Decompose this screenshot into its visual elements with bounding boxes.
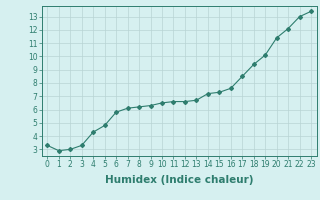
X-axis label: Humidex (Indice chaleur): Humidex (Indice chaleur) xyxy=(105,175,253,185)
